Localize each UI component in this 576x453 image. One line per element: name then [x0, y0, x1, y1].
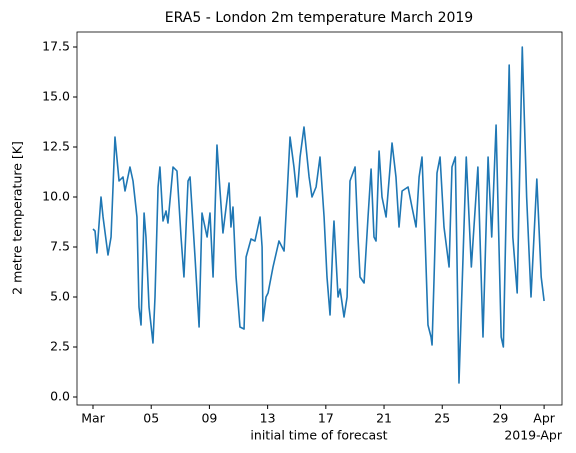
x-offset-label: 2019-Apr: [504, 428, 563, 443]
y-tick-label: 7.5: [50, 239, 70, 254]
y-tick-label: 0.0: [50, 389, 70, 404]
x-tick-label: 21: [376, 411, 392, 426]
y-tick-label: 5.0: [50, 289, 70, 304]
y-tick-label: 10.0: [42, 189, 70, 204]
chart-title: ERA5 - London 2m temperature March 2019: [165, 10, 473, 26]
x-tick-label: 09: [201, 411, 217, 426]
x-tick-label: 29: [492, 411, 508, 426]
x-tick-label: Apr: [533, 411, 555, 426]
x-axis-label: initial time of forecast: [250, 428, 387, 443]
x-tick-label: Mar: [81, 411, 105, 426]
x-tick-label: 05: [143, 411, 159, 426]
y-tick-label: 15.0: [42, 89, 70, 104]
y-axis-label: 2 metre temperature [K]: [10, 141, 25, 295]
y-tick-label: 2.5: [50, 339, 70, 354]
y-tick-label: 17.5: [42, 39, 70, 54]
x-tick-label: 25: [434, 411, 450, 426]
y-tick-label: 12.5: [42, 139, 70, 154]
temperature-line: [92, 46, 545, 384]
x-tick-label: 13: [260, 411, 276, 426]
x-tick-label: 17: [318, 411, 334, 426]
plot-frame: [76, 31, 563, 406]
